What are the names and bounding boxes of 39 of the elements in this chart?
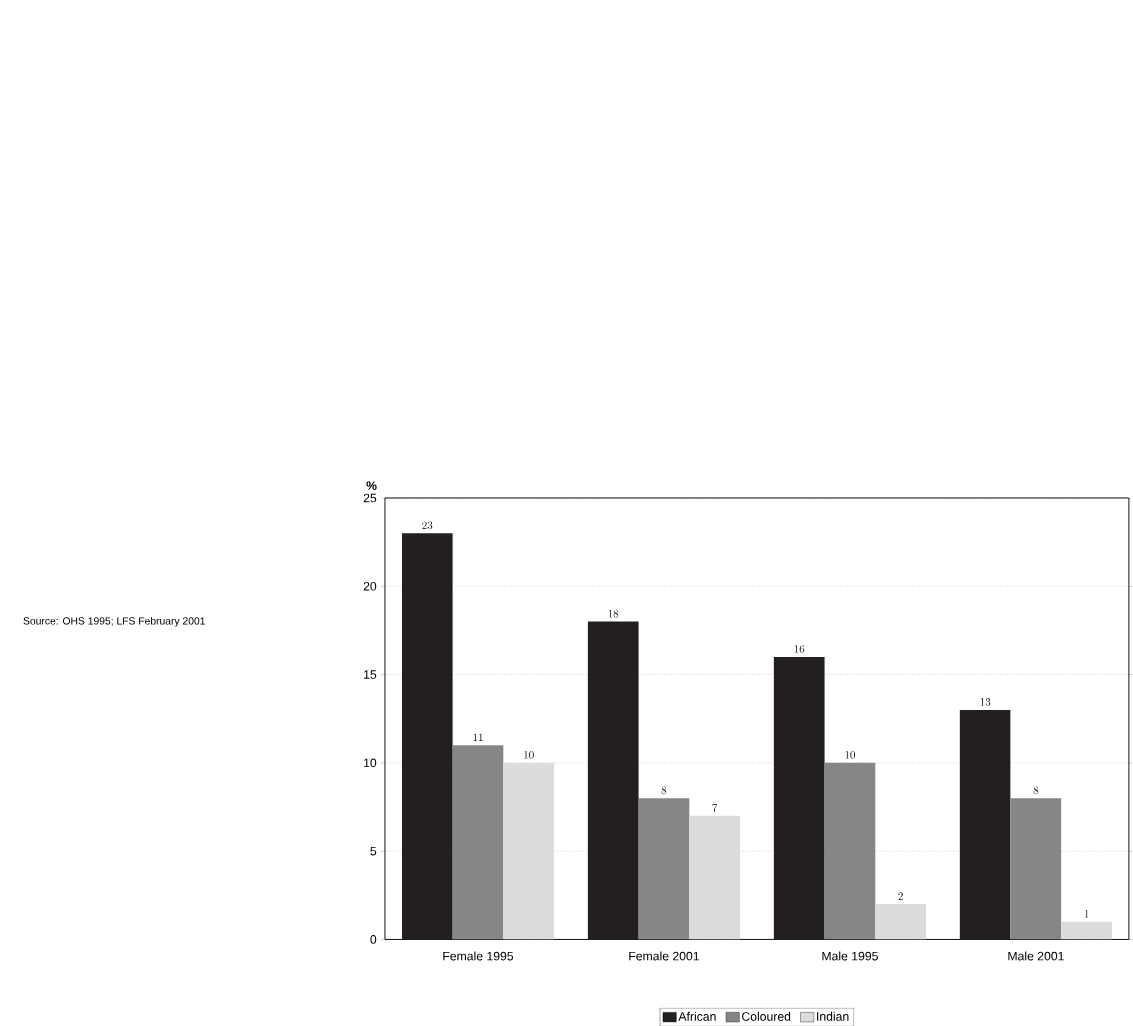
data-label: 13 [980, 697, 991, 706]
data-label: 1 [1084, 909, 1089, 918]
y-tick-label: 10 [364, 758, 377, 767]
data-label: 23 [422, 521, 433, 530]
bar [1061, 921, 1112, 940]
x-tick-label: Female 1995 [443, 951, 514, 961]
bar [503, 762, 555, 940]
y-tick-label: 15 [364, 670, 377, 679]
bar [401, 533, 453, 940]
bar [689, 815, 741, 940]
y-tick-label: 5 [370, 846, 377, 856]
bar [773, 656, 825, 940]
y-axis-title: % [366, 481, 377, 490]
data-label: 8 [661, 786, 667, 794]
data-label: 7 [712, 803, 718, 812]
data-label: 10 [845, 750, 855, 759]
data-label: 16 [794, 644, 805, 653]
legend-label: African [678, 1011, 716, 1021]
data-label: 10 [524, 750, 534, 759]
data-label: 11 [473, 733, 483, 741]
source-note: Source: OHS 1995; LFS February 2001 [23, 616, 205, 627]
x-tick-label: Female 2001 [629, 951, 699, 961]
y-tick-label: 20 [363, 581, 377, 591]
bar [959, 709, 1011, 940]
y-tick-label: 0 [370, 934, 377, 944]
bar [638, 797, 690, 940]
bar [875, 903, 927, 940]
bar [824, 762, 876, 940]
data-label: 18 [608, 609, 619, 618]
x-tick-label: Male 1995 [822, 951, 878, 961]
data-label: 2 [898, 892, 903, 900]
bar [452, 744, 504, 940]
legend-label: Coloured [742, 1011, 791, 1021]
bar [587, 621, 639, 940]
x-tick-label: Male 2001 [1008, 951, 1064, 961]
data-label: 8 [1033, 786, 1039, 794]
bar [1010, 797, 1062, 940]
y-tick-label: 25 [363, 493, 377, 503]
legend-label: Indian [817, 1011, 849, 1021]
